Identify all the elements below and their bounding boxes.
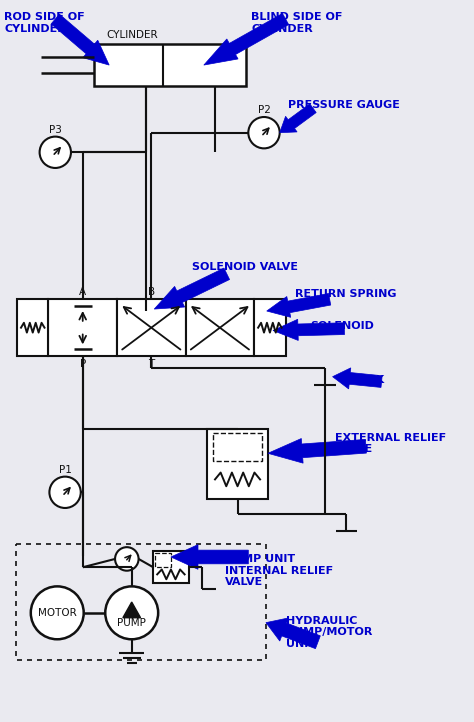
Text: B: B — [148, 287, 155, 297]
Circle shape — [40, 136, 71, 168]
Text: BLIND SIDE OF
CYLINDER: BLIND SIDE OF CYLINDER — [251, 12, 343, 34]
Bar — [117, 299, 186, 356]
Text: P2: P2 — [257, 105, 271, 115]
Text: EXTERNAL RELIEF
VALVE: EXTERNAL RELIEF VALVE — [335, 432, 446, 454]
Circle shape — [115, 547, 138, 570]
Polygon shape — [267, 293, 331, 317]
Bar — [16, 544, 266, 660]
Text: PRESSURE GAUGE: PRESSURE GAUGE — [289, 100, 401, 110]
Polygon shape — [123, 602, 140, 618]
Circle shape — [31, 586, 84, 639]
Text: SOLENOID VALVE: SOLENOID VALVE — [192, 262, 299, 272]
Text: SOLENOID: SOLENOID — [310, 321, 374, 331]
Text: RETURN SPRING: RETURN SPRING — [295, 290, 397, 300]
Circle shape — [105, 586, 158, 639]
Text: P3: P3 — [49, 125, 62, 135]
Text: ROD SIDE OF
CYLINDER: ROD SIDE OF CYLINDER — [4, 12, 85, 34]
Text: HYDRAULIC
PUMP/MOTOR
UNIT: HYDRAULIC PUMP/MOTOR UNIT — [285, 616, 372, 649]
Text: T: T — [148, 359, 155, 369]
Polygon shape — [273, 319, 345, 341]
Circle shape — [49, 477, 81, 508]
Text: A: A — [79, 287, 86, 297]
Polygon shape — [280, 104, 316, 133]
Polygon shape — [51, 14, 109, 65]
Text: P1: P1 — [59, 465, 72, 474]
Bar — [17, 299, 48, 356]
Text: CYLINDER: CYLINDER — [107, 30, 158, 40]
Bar — [207, 429, 268, 499]
Bar — [186, 299, 254, 356]
Text: P: P — [80, 359, 86, 369]
Polygon shape — [204, 14, 289, 65]
Circle shape — [248, 117, 280, 148]
Text: MOTOR: MOTOR — [38, 608, 77, 618]
Bar — [48, 299, 117, 356]
Bar — [153, 551, 189, 583]
Polygon shape — [333, 368, 382, 389]
Polygon shape — [268, 438, 366, 463]
Polygon shape — [171, 544, 248, 570]
Text: TANK: TANK — [352, 375, 385, 385]
Bar — [254, 299, 285, 356]
Text: PUMP UNIT
INTERNAL RELIEF
VALVE: PUMP UNIT INTERNAL RELIEF VALVE — [225, 554, 333, 587]
Bar — [213, 432, 262, 461]
Text: PUMP: PUMP — [117, 617, 146, 627]
Polygon shape — [154, 268, 229, 309]
Bar — [94, 45, 246, 86]
Bar — [155, 553, 171, 567]
Polygon shape — [266, 618, 320, 648]
